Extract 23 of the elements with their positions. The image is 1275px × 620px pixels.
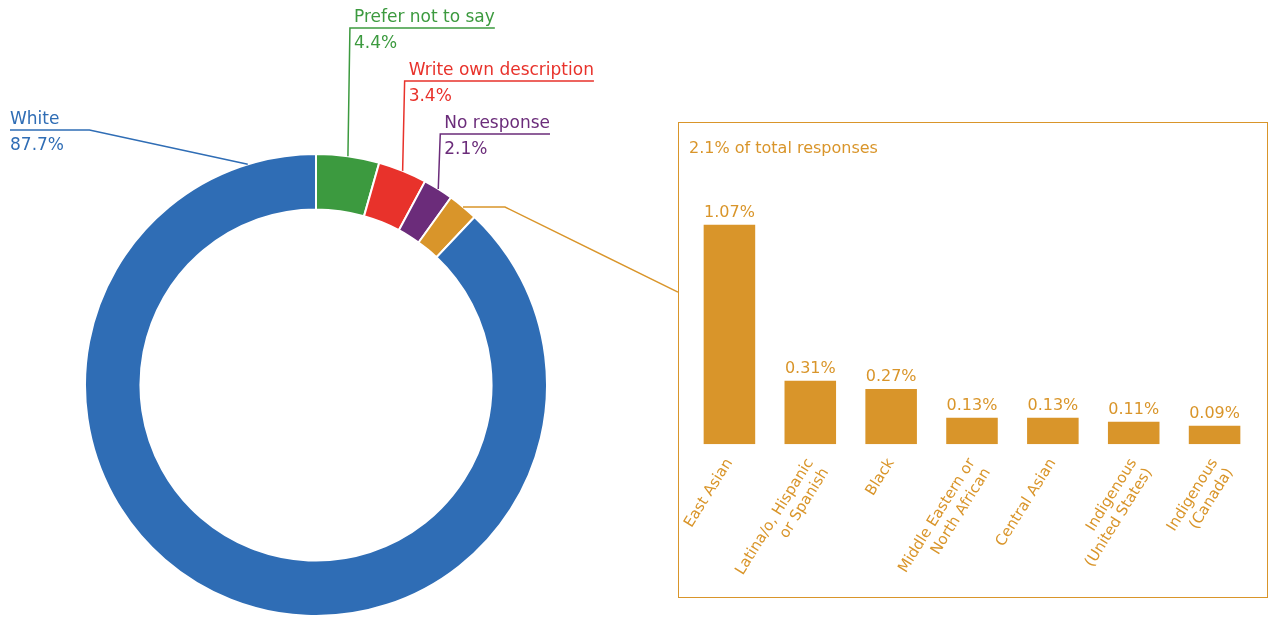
data-label: 0.31% — [784, 357, 836, 377]
slice-label: Prefer not to say — [353, 6, 495, 26]
slice-label: Write own description — [408, 59, 594, 79]
bar — [865, 388, 917, 445]
bar — [1188, 425, 1241, 445]
bar — [1107, 421, 1160, 445]
bar — [784, 380, 837, 445]
bar — [703, 224, 756, 445]
slice-label: White — [10, 108, 60, 128]
data-label: 2.1% — [444, 138, 488, 158]
bar — [1027, 417, 1079, 445]
data-label: 0.09% — [1189, 403, 1240, 423]
data-label: 0.13% — [946, 394, 998, 414]
data-label: 0.13% — [1027, 394, 1079, 414]
slice-label: No response — [444, 112, 551, 132]
bar — [946, 417, 998, 445]
data-label: 4.4% — [353, 32, 398, 52]
data-label: 0.27% — [865, 366, 917, 386]
data-label: 3.4% — [408, 85, 452, 105]
chart-title: 2.1% of total responses — [689, 137, 878, 157]
data-label: 0.11% — [1108, 398, 1160, 418]
data-label: 1.07% — [704, 202, 755, 222]
data-label: 87.7% — [10, 134, 65, 154]
